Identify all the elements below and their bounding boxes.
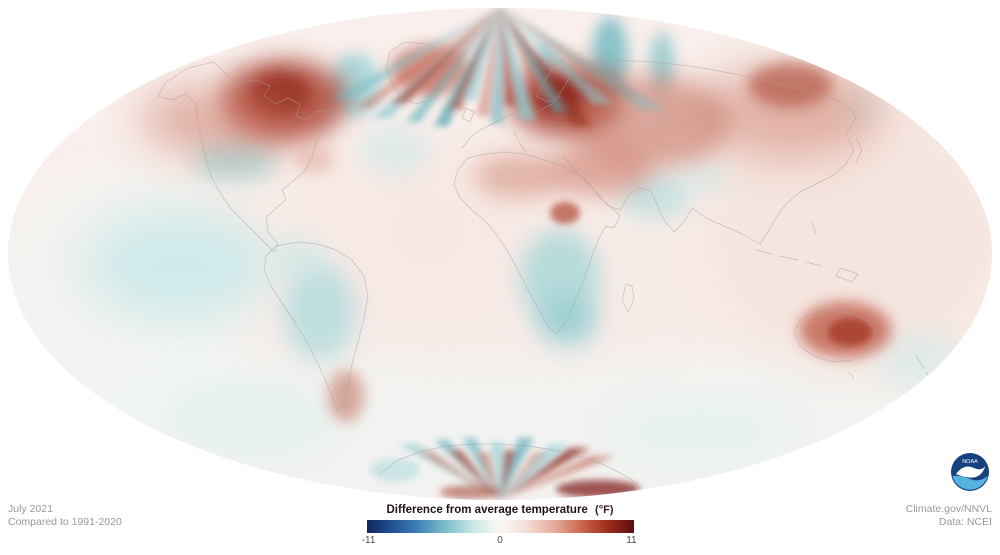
noaa-logo-svg: NOAA [951, 453, 989, 491]
north-pole-fan [332, 8, 668, 126]
coast-africa [453, 151, 621, 335]
colorbar-tick-max: 11 [626, 535, 637, 546]
colorbar-tick-mid: 0 [497, 535, 503, 546]
map-date-block: July 2021 Compared to 1991-2020 [8, 503, 122, 529]
antarctica-fan [370, 438, 640, 500]
map-date: July 2021 [8, 503, 53, 515]
coast-greenland [385, 41, 449, 105]
coast-japan [855, 137, 863, 163]
legend-title-text: Difference from average temperature [386, 504, 588, 516]
noaa-logo-bird-icon [956, 466, 986, 478]
colorbar-tick-min: -11 [361, 535, 376, 546]
credits-block: Climate.gov/NNVL Data: NCEI [906, 503, 992, 529]
map-baseline: Compared to 1991-2020 [8, 516, 122, 528]
colorbar-gradient [366, 520, 634, 533]
legend: Difference from average temperature (°F)… [0, 504, 1000, 548]
coast-north-america [157, 61, 337, 253]
coast-indonesia [755, 221, 823, 267]
credit-climate-gov: Climate.gov/NNVL [905, 503, 992, 515]
coast-antarctica [379, 443, 639, 485]
noaa-logo: NOAA [950, 452, 990, 492]
world-map [8, 8, 992, 500]
coast-madagascar [621, 283, 635, 313]
coastlines [157, 41, 935, 485]
coast-new-guinea [835, 267, 859, 283]
world-map-svg [8, 8, 992, 500]
legend-unit: (°F) [595, 504, 614, 516]
coast-uk [461, 107, 475, 123]
noaa-logo-text: NOAA [962, 459, 978, 465]
legend-title: Difference from average temperature (°F) [0, 504, 1000, 516]
colorbar-ticks: -11 0 11 [362, 535, 637, 548]
coast-italy [513, 131, 527, 153]
coast-europe [461, 95, 561, 149]
credit-data-source: Data: NCEI [938, 516, 992, 528]
coast-south-america [263, 241, 369, 413]
coast-asia-north [571, 60, 857, 119]
coast-asia-south [561, 155, 761, 245]
coast-scandinavia [535, 59, 573, 103]
noaa-logo-wave [952, 475, 988, 490]
coast-asia-east [759, 117, 857, 245]
coast-australia [793, 309, 877, 363]
coast-arctic-islands [249, 63, 305, 73]
